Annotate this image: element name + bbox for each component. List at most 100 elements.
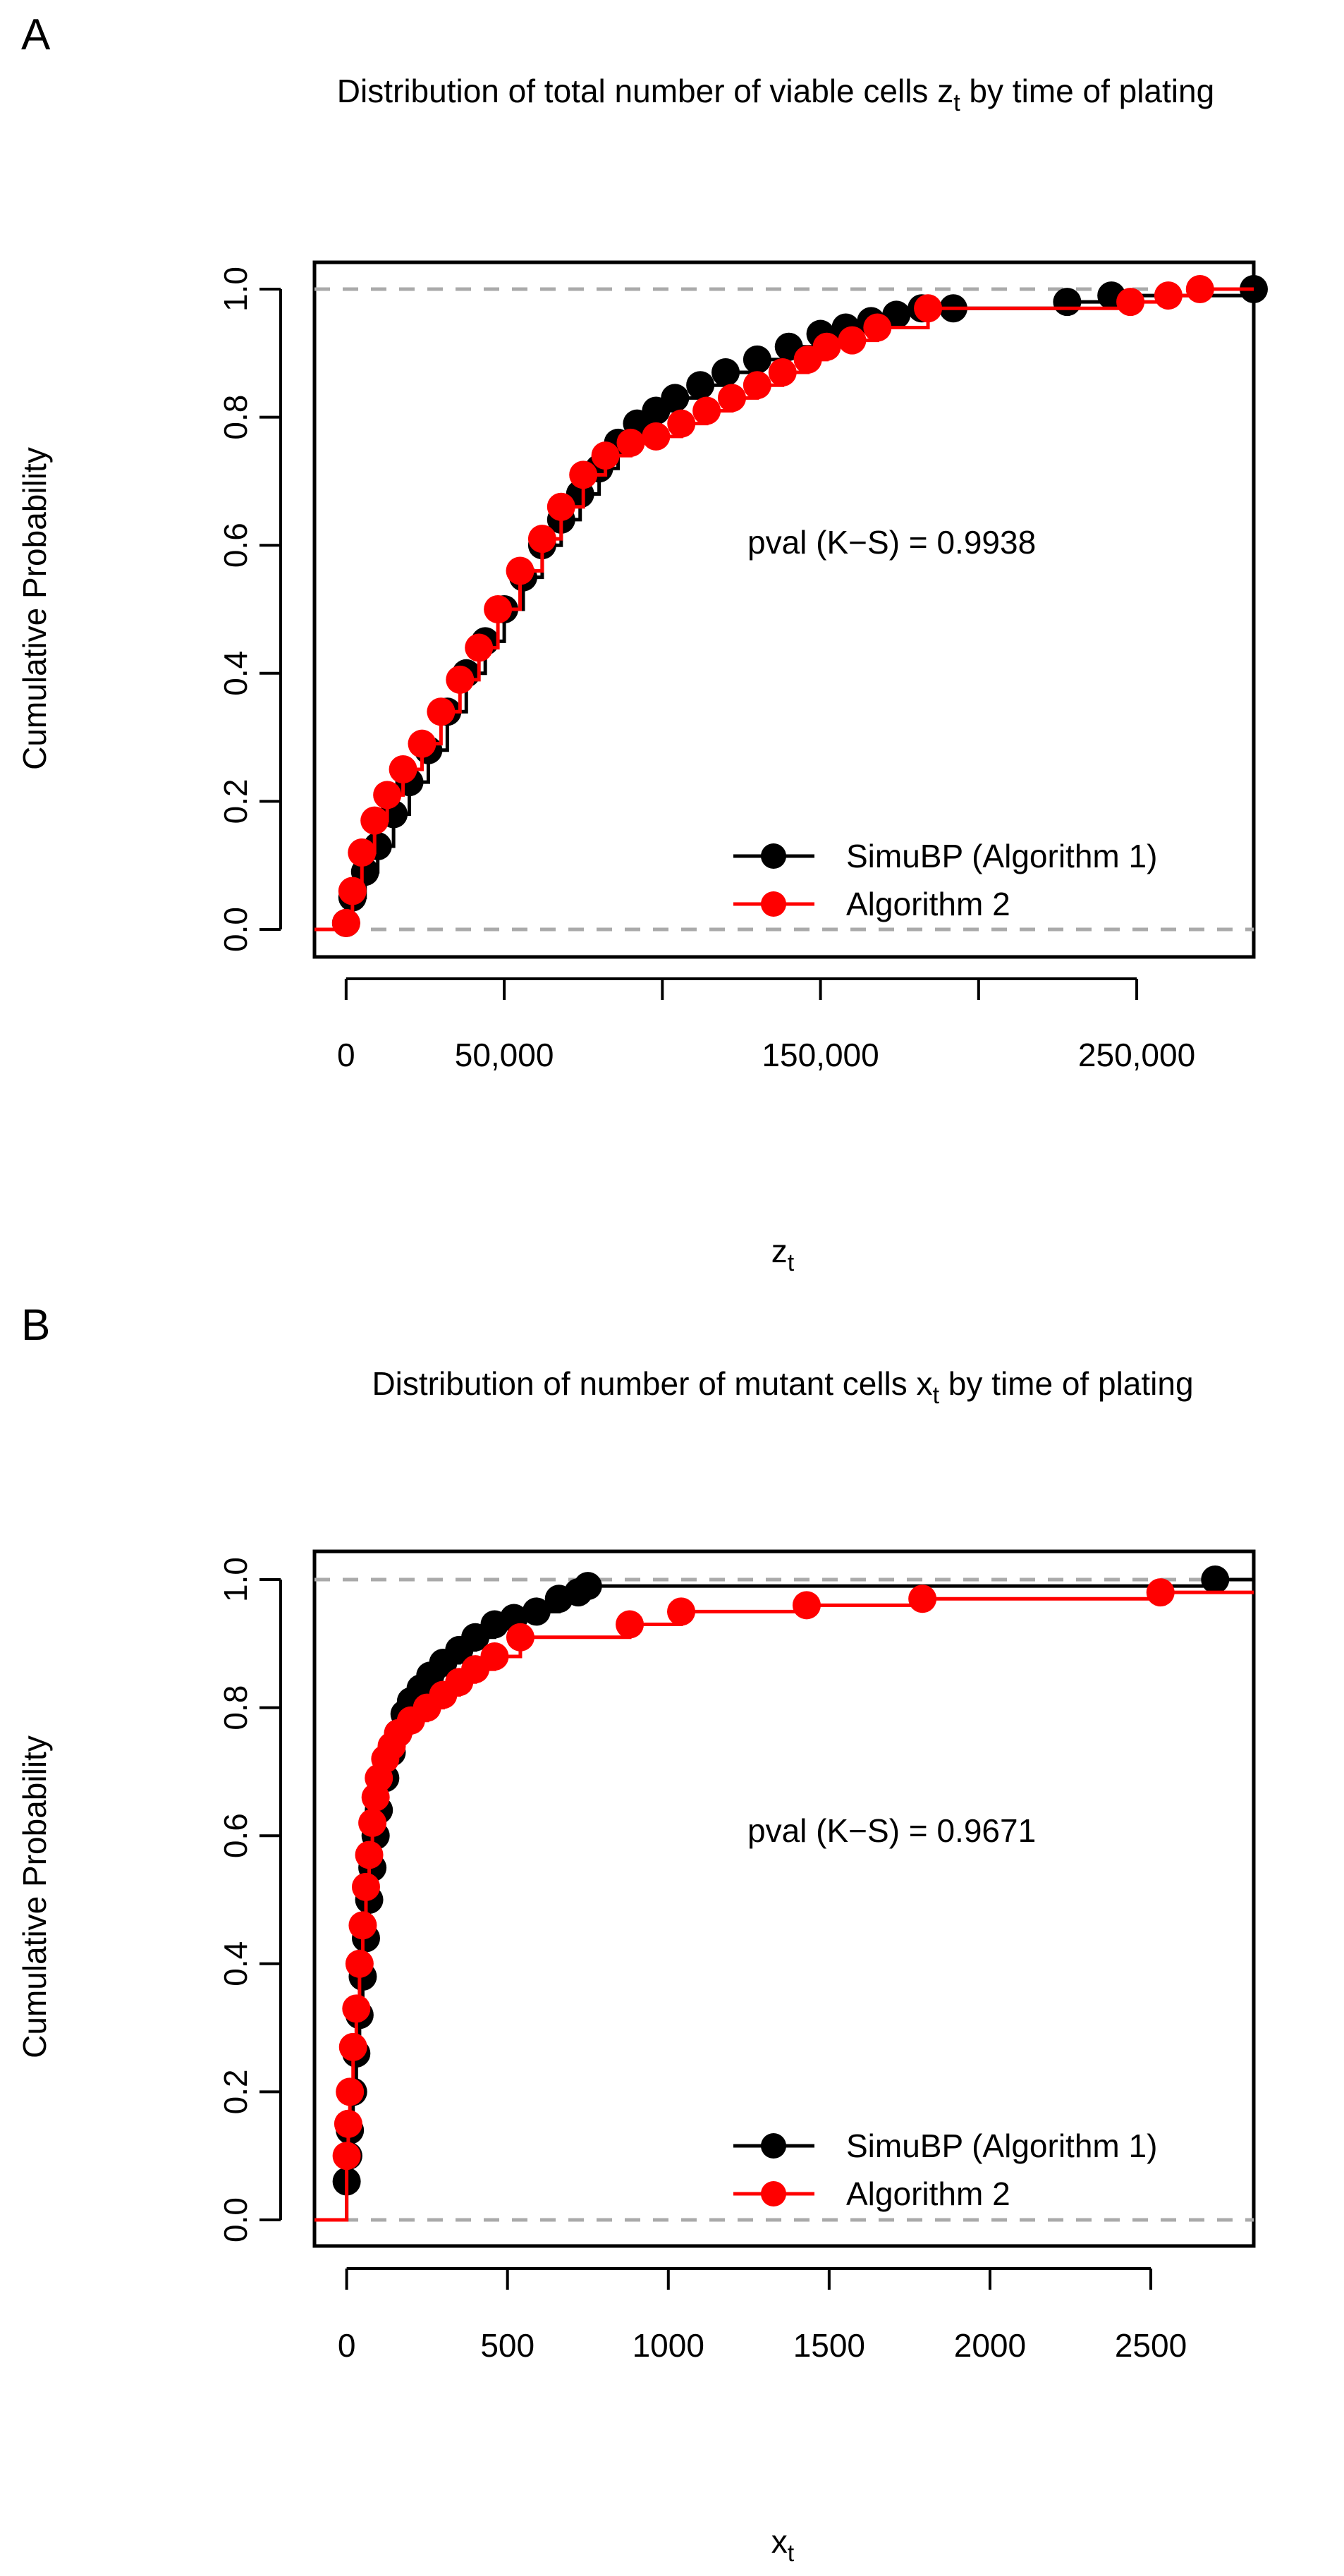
data-point-algorithm2-b	[351, 1872, 380, 1901]
x-axis-b: 0 500 1000 1500 2000 2500	[338, 2267, 1187, 2364]
chart-title-a: Distribution of total number of viable c…	[337, 73, 1214, 116]
legend-label-algorithm2-a: Algorithm 2	[846, 886, 1010, 922]
data-point-algorithm2-a	[838, 326, 867, 355]
panel-label-a: A	[21, 11, 51, 59]
legend-label-simubp-a: SimuBP (Algorithm 1)	[846, 838, 1157, 874]
x-tick-label-b: 1500	[793, 2327, 865, 2364]
series-simubp-b	[314, 1565, 1254, 2222]
chart-title-b: Distribution of number of mutant cells x…	[372, 1365, 1193, 1409]
annotation-pval-b: pval (K−S) = 0.9671	[747, 1812, 1036, 1849]
data-point-simubp-a	[743, 345, 771, 374]
legend-marker-algorithm2-b	[761, 2181, 786, 2206]
data-point-algorithm2-a	[692, 396, 721, 425]
legend-b: SimuBP (Algorithm 1) Algorithm 2	[733, 2128, 1157, 2212]
data-point-algorithm2-b	[1146, 1578, 1175, 1607]
plot-area-b	[312, 1549, 1256, 2248]
data-point-algorithm2-a	[1185, 275, 1214, 303]
data-point-algorithm2-a	[506, 556, 534, 585]
data-point-algorithm2-a	[546, 492, 575, 521]
data-point-algorithm2-b	[348, 1911, 377, 1940]
data-point-algorithm2-a	[427, 697, 456, 726]
legend-marker-simubp-b	[761, 2133, 786, 2159]
y-tick-label-b: 1.0	[217, 1557, 254, 1602]
data-point-algorithm2-a	[527, 525, 556, 554]
y-axis-title-a: Cumulative Probability	[16, 447, 53, 770]
x-tick-label-b: 500	[480, 2327, 534, 2364]
annotation-pval-a: pval (K−S) = 0.9938	[747, 524, 1036, 561]
y-axis-title-b: Cumulative Probability	[16, 1735, 53, 2058]
data-point-algorithm2-b	[480, 1642, 509, 1671]
data-point-simubp-a	[661, 384, 690, 413]
data-point-algorithm2-a	[1154, 281, 1183, 310]
data-point-algorithm2-a	[465, 633, 494, 662]
data-point-simubp-b	[1201, 1565, 1230, 1594]
data-point-algorithm2-a	[569, 460, 598, 489]
plot-area-a	[312, 260, 1268, 959]
data-point-algorithm2-a	[1116, 288, 1145, 317]
legend-entry-algorithm2-b: Algorithm 2	[733, 2175, 1010, 2212]
x-tick-label-b: 2000	[954, 2327, 1026, 2364]
data-point-algorithm2-a	[863, 313, 892, 342]
legend-entry-algorithm2-a: Algorithm 2	[733, 886, 1010, 922]
data-point-simubp-a	[686, 371, 715, 400]
legend-entry-simubp-b: SimuBP (Algorithm 1)	[733, 2128, 1157, 2164]
panel-a: A Distribution of total number of viable…	[16, 11, 1268, 1276]
data-point-algorithm2-a	[446, 665, 475, 694]
data-point-algorithm2-b	[332, 2142, 361, 2171]
y-tick-label-a: 0.8	[217, 395, 254, 440]
data-point-algorithm2-a	[591, 441, 620, 470]
series-algorithm2-b	[314, 1578, 1254, 2222]
y-tick-label-a: 0.0	[217, 907, 254, 952]
x-axis-title-a: zt	[771, 1233, 795, 1276]
data-point-algorithm2-b	[506, 1623, 534, 1652]
data-point-algorithm2-a	[718, 384, 746, 413]
y-axis-a: 0.0 0.2 0.4 0.6 0.8 1.0	[217, 267, 282, 952]
plot-frame-b	[312, 1549, 1256, 2248]
x-axis-a: 0 50,000 150,000 250,000	[337, 977, 1195, 1073]
x-tick-label-b: 1000	[633, 2327, 704, 2364]
data-point-simubp-a	[1053, 288, 1082, 317]
y-tick-label-b: 0.2	[217, 2069, 254, 2114]
data-point-algorithm2-a	[812, 332, 841, 361]
panel-b: B Distribution of number of mutant cells…	[16, 1301, 1256, 2567]
data-point-algorithm2-b	[358, 1809, 387, 1838]
data-point-algorithm2-a	[389, 755, 417, 783]
data-point-algorithm2-b	[667, 1597, 696, 1626]
panel-label-b: B	[21, 1301, 50, 1350]
data-point-algorithm2-a	[360, 806, 389, 835]
data-point-algorithm2-a	[642, 422, 671, 451]
legend-marker-algorithm2-a	[761, 891, 786, 917]
x-tick-label-a: 0	[337, 1037, 355, 1073]
data-point-algorithm2-b	[342, 1994, 371, 2023]
legend-label-simubp-b: SimuBP (Algorithm 1)	[846, 2128, 1157, 2164]
x-tick-label-a: 250,000	[1078, 1037, 1195, 1073]
data-point-algorithm2-b	[345, 1949, 374, 1978]
data-point-algorithm2-a	[743, 371, 771, 400]
y-tick-label-a: 0.6	[217, 523, 254, 568]
data-point-algorithm2-a	[408, 729, 436, 758]
y-tick-label-b: 0.4	[217, 1941, 254, 1986]
data-point-algorithm2-a	[348, 838, 377, 867]
legend-label-algorithm2-b: Algorithm 2	[846, 2175, 1010, 2212]
data-point-algorithm2-a	[768, 358, 797, 387]
data-point-simubp-a	[711, 358, 740, 387]
x-tick-label-a: 50,000	[455, 1037, 554, 1073]
data-point-algorithm2-a	[338, 877, 367, 905]
y-tick-label-b: 0.8	[217, 1685, 254, 1730]
data-point-algorithm2-b	[792, 1591, 821, 1620]
data-point-algorithm2-b	[338, 2032, 367, 2061]
y-tick-label-b: 0.6	[217, 1813, 254, 1858]
y-tick-label-b: 0.0	[217, 2197, 254, 2242]
data-point-algorithm2-b	[334, 2109, 362, 2138]
data-point-algorithm2-b	[908, 1585, 937, 1613]
data-point-algorithm2-b	[336, 2077, 365, 2106]
y-tick-label-a: 1.0	[217, 267, 254, 312]
legend-marker-simubp-a	[761, 843, 786, 869]
data-point-algorithm2-a	[373, 781, 402, 810]
data-point-algorithm2-a	[331, 908, 360, 937]
data-point-algorithm2-a	[667, 409, 696, 438]
x-tick-label-b: 2500	[1115, 2327, 1187, 2364]
data-point-algorithm2-b	[355, 1841, 384, 1869]
data-point-algorithm2-a	[616, 428, 645, 457]
